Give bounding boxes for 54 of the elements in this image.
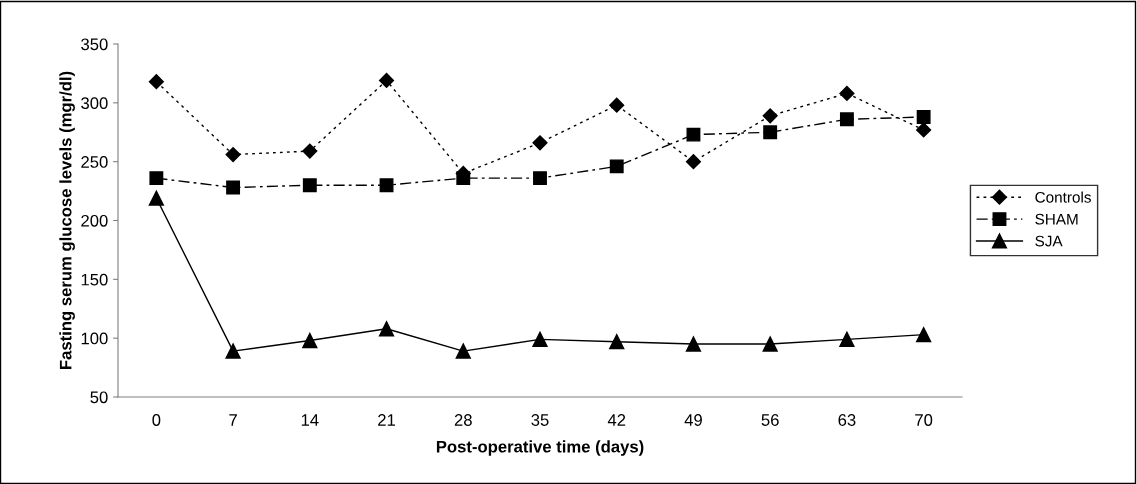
point: [148, 190, 165, 206]
point: [839, 112, 854, 127]
y-tick-label: 50: [90, 391, 108, 404]
x-tick-label: 14: [301, 414, 319, 426]
point: [532, 135, 548, 151]
point: [379, 178, 394, 193]
point: [378, 321, 395, 337]
x-tick-label: 70: [915, 414, 933, 426]
point: [763, 125, 778, 140]
point: [609, 97, 625, 113]
point: [839, 85, 855, 101]
point: [302, 178, 317, 193]
point: [916, 122, 932, 138]
y-axis-title: Fasting serum glucose levels (mgr/dl): [59, 71, 75, 369]
x-tick-label: 0: [152, 414, 161, 426]
y-tick-label: 300: [81, 97, 108, 110]
point: [916, 110, 931, 124]
point: [302, 332, 318, 349]
point: [839, 331, 855, 347]
point: [915, 326, 932, 343]
point: [225, 343, 241, 359]
x-tick-label: 35: [531, 414, 549, 426]
point: [378, 72, 395, 89]
y-tick-label: 350: [81, 38, 108, 51]
legend-label: SJA: [1035, 235, 1063, 247]
x-tick-label: 28: [454, 414, 472, 426]
legend-label: Controls: [1035, 191, 1091, 203]
y-tick-label: 100: [81, 332, 108, 345]
y-tick-label: 250: [81, 156, 108, 168]
point: [686, 127, 701, 142]
point: [149, 171, 164, 186]
x-axis-title: Post-operative time (days): [436, 440, 644, 456]
point: [609, 334, 625, 350]
point: [533, 171, 547, 186]
point: [148, 74, 164, 90]
legend-label: SHAM: [1035, 213, 1078, 225]
point: [532, 331, 548, 347]
point: [762, 108, 778, 124]
x-tick-label: 49: [684, 414, 702, 426]
point: [225, 147, 241, 163]
point: [226, 180, 241, 195]
point: [685, 336, 702, 352]
x-tick-label: 21: [378, 414, 395, 426]
x-tick-label: 56: [761, 414, 779, 426]
point: [455, 343, 471, 359]
y-tick-label: 150: [81, 273, 108, 286]
y-tick-label: 200: [81, 214, 108, 227]
point: [302, 143, 318, 159]
point: [609, 159, 624, 174]
x-tick-label: 63: [838, 414, 856, 426]
x-tick-label: 42: [607, 414, 626, 426]
point: [685, 154, 702, 170]
point: [762, 336, 778, 352]
x-tick-label: 7: [229, 414, 237, 426]
